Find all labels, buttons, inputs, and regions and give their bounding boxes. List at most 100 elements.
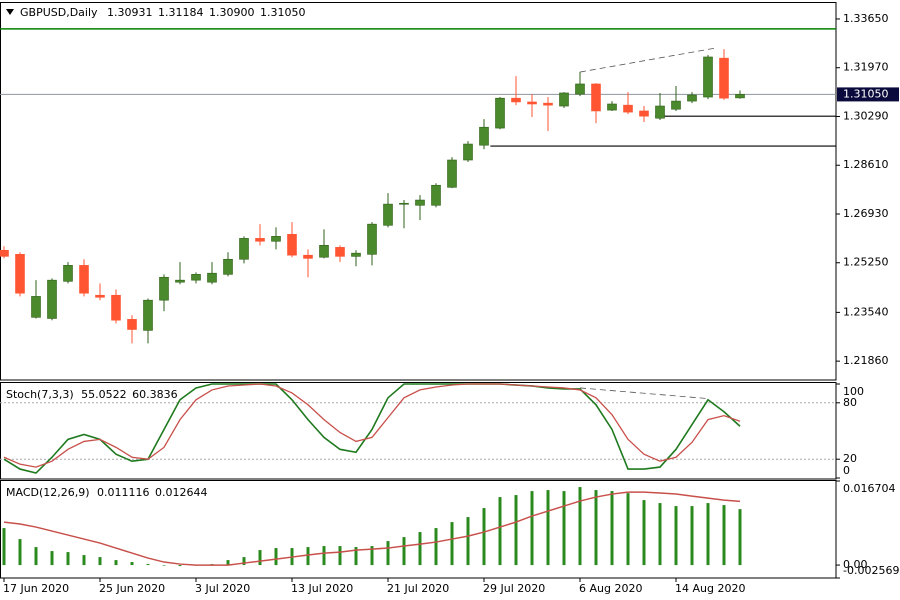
indicator-line xyxy=(3,383,741,474)
candle-body xyxy=(143,299,153,331)
candle-body xyxy=(175,279,185,283)
candle-body xyxy=(319,245,329,258)
candle-body xyxy=(159,276,169,301)
histogram-bar xyxy=(562,491,566,566)
histogram-bar xyxy=(386,541,390,566)
candle-body xyxy=(575,83,585,95)
candle-body xyxy=(559,92,569,107)
histogram-bar xyxy=(146,564,150,566)
macd-value: 0.011116 xyxy=(97,486,150,499)
histogram-bar xyxy=(130,562,134,566)
histogram-bar xyxy=(514,495,518,566)
candle-body xyxy=(687,94,697,102)
indicator-line xyxy=(3,383,741,468)
histogram-bar xyxy=(466,517,470,566)
histogram-bar xyxy=(50,551,54,566)
histogram-bar xyxy=(690,506,694,566)
histogram-bar xyxy=(450,522,454,566)
candle-body xyxy=(447,159,457,188)
histogram-bar xyxy=(434,528,438,566)
candle-body xyxy=(15,254,25,294)
candle-body xyxy=(527,101,537,105)
candle-body xyxy=(607,103,617,111)
candle-body xyxy=(351,252,361,257)
candle-body xyxy=(111,294,121,321)
candle-body xyxy=(543,102,553,106)
y-tick-label: 1.33650 xyxy=(843,12,889,25)
candle-body xyxy=(399,202,409,205)
y-tick-label: 0.00 xyxy=(843,558,868,571)
candle-body xyxy=(287,234,297,256)
x-tick-label: 17 Jun 2020 xyxy=(3,582,69,595)
histogram-bar xyxy=(530,491,534,566)
y-tick-label: 1.21860 xyxy=(843,354,889,367)
trend-line xyxy=(579,387,709,399)
signal-line xyxy=(3,491,741,566)
candle-body xyxy=(207,272,217,283)
y-tick-label: 20 xyxy=(843,452,857,465)
histogram-bar xyxy=(722,505,726,566)
open-value: 1.30931 xyxy=(107,6,153,19)
histogram-bar xyxy=(98,557,102,566)
histogram-bar xyxy=(706,503,710,566)
stoch-k-value: 55.0522 xyxy=(81,388,127,401)
y-tick-label: 1.30290 xyxy=(843,109,889,122)
signal-value: 0.012644 xyxy=(155,486,208,499)
candle-body xyxy=(591,83,601,112)
main-plot xyxy=(0,28,836,344)
candle-body xyxy=(495,97,505,129)
histogram-bar xyxy=(642,500,646,566)
stoch-panel xyxy=(0,382,837,480)
candle-body xyxy=(47,279,57,319)
histogram-bar xyxy=(162,565,166,566)
candle-body xyxy=(63,265,73,282)
y-tick-label: 1.28610 xyxy=(843,158,889,171)
candle-body xyxy=(303,254,313,259)
histogram-bar xyxy=(674,506,678,566)
stoch-header: Stoch(7,3,3) 55.0522 60.3836 xyxy=(6,388,178,401)
candle-body xyxy=(223,258,233,275)
candle-body xyxy=(431,184,441,206)
candle-body xyxy=(31,296,41,318)
histogram-bar xyxy=(18,539,22,566)
symbol-title: GBPUSD,Daily xyxy=(20,6,98,19)
candle-body xyxy=(703,56,713,98)
low-value: 1.30900 xyxy=(209,6,255,19)
y-tick-label: 1.26930 xyxy=(843,207,889,220)
candle-body xyxy=(239,238,249,260)
histogram-bar xyxy=(738,509,742,566)
histogram-bar xyxy=(34,547,38,566)
x-tick-label: 13 Jul 2020 xyxy=(291,582,353,595)
histogram-bar xyxy=(338,546,342,566)
histogram-bar xyxy=(482,508,486,566)
macd-title: MACD(12,26,9) xyxy=(6,486,90,499)
histogram-bar xyxy=(114,560,118,566)
candle-body xyxy=(255,238,265,242)
histogram-bar xyxy=(242,557,246,566)
histogram-bar xyxy=(258,550,262,566)
price-label-box xyxy=(837,87,899,102)
high-value: 1.31184 xyxy=(158,6,204,19)
histogram-bar xyxy=(418,532,422,566)
x-tick-label: 3 Jul 2020 xyxy=(195,582,250,595)
macd-plot xyxy=(2,487,742,567)
histogram-bar xyxy=(658,503,662,566)
y-tick-label: -0.002569 xyxy=(843,564,899,577)
stoch-d-value: 60.3836 xyxy=(132,388,178,401)
histogram-bar xyxy=(626,493,630,566)
candle-body xyxy=(383,203,393,226)
candle-body xyxy=(415,199,425,206)
candle-body xyxy=(191,274,201,281)
x-tick-label: 6 Aug 2020 xyxy=(579,582,642,595)
menu-arrow[interactable] xyxy=(6,9,14,15)
candle-body xyxy=(479,126,489,146)
candle-body xyxy=(0,249,9,257)
histogram-bar xyxy=(66,552,70,566)
candle-body xyxy=(463,143,473,161)
trend-line xyxy=(579,47,717,73)
histogram-bar xyxy=(306,547,310,566)
x-tick-label: 29 Jul 2020 xyxy=(483,582,545,595)
candle-body xyxy=(271,236,281,242)
macd-header: MACD(12,26,9) 0.011116 0.012644 xyxy=(6,486,208,499)
candle-body xyxy=(511,97,521,103)
